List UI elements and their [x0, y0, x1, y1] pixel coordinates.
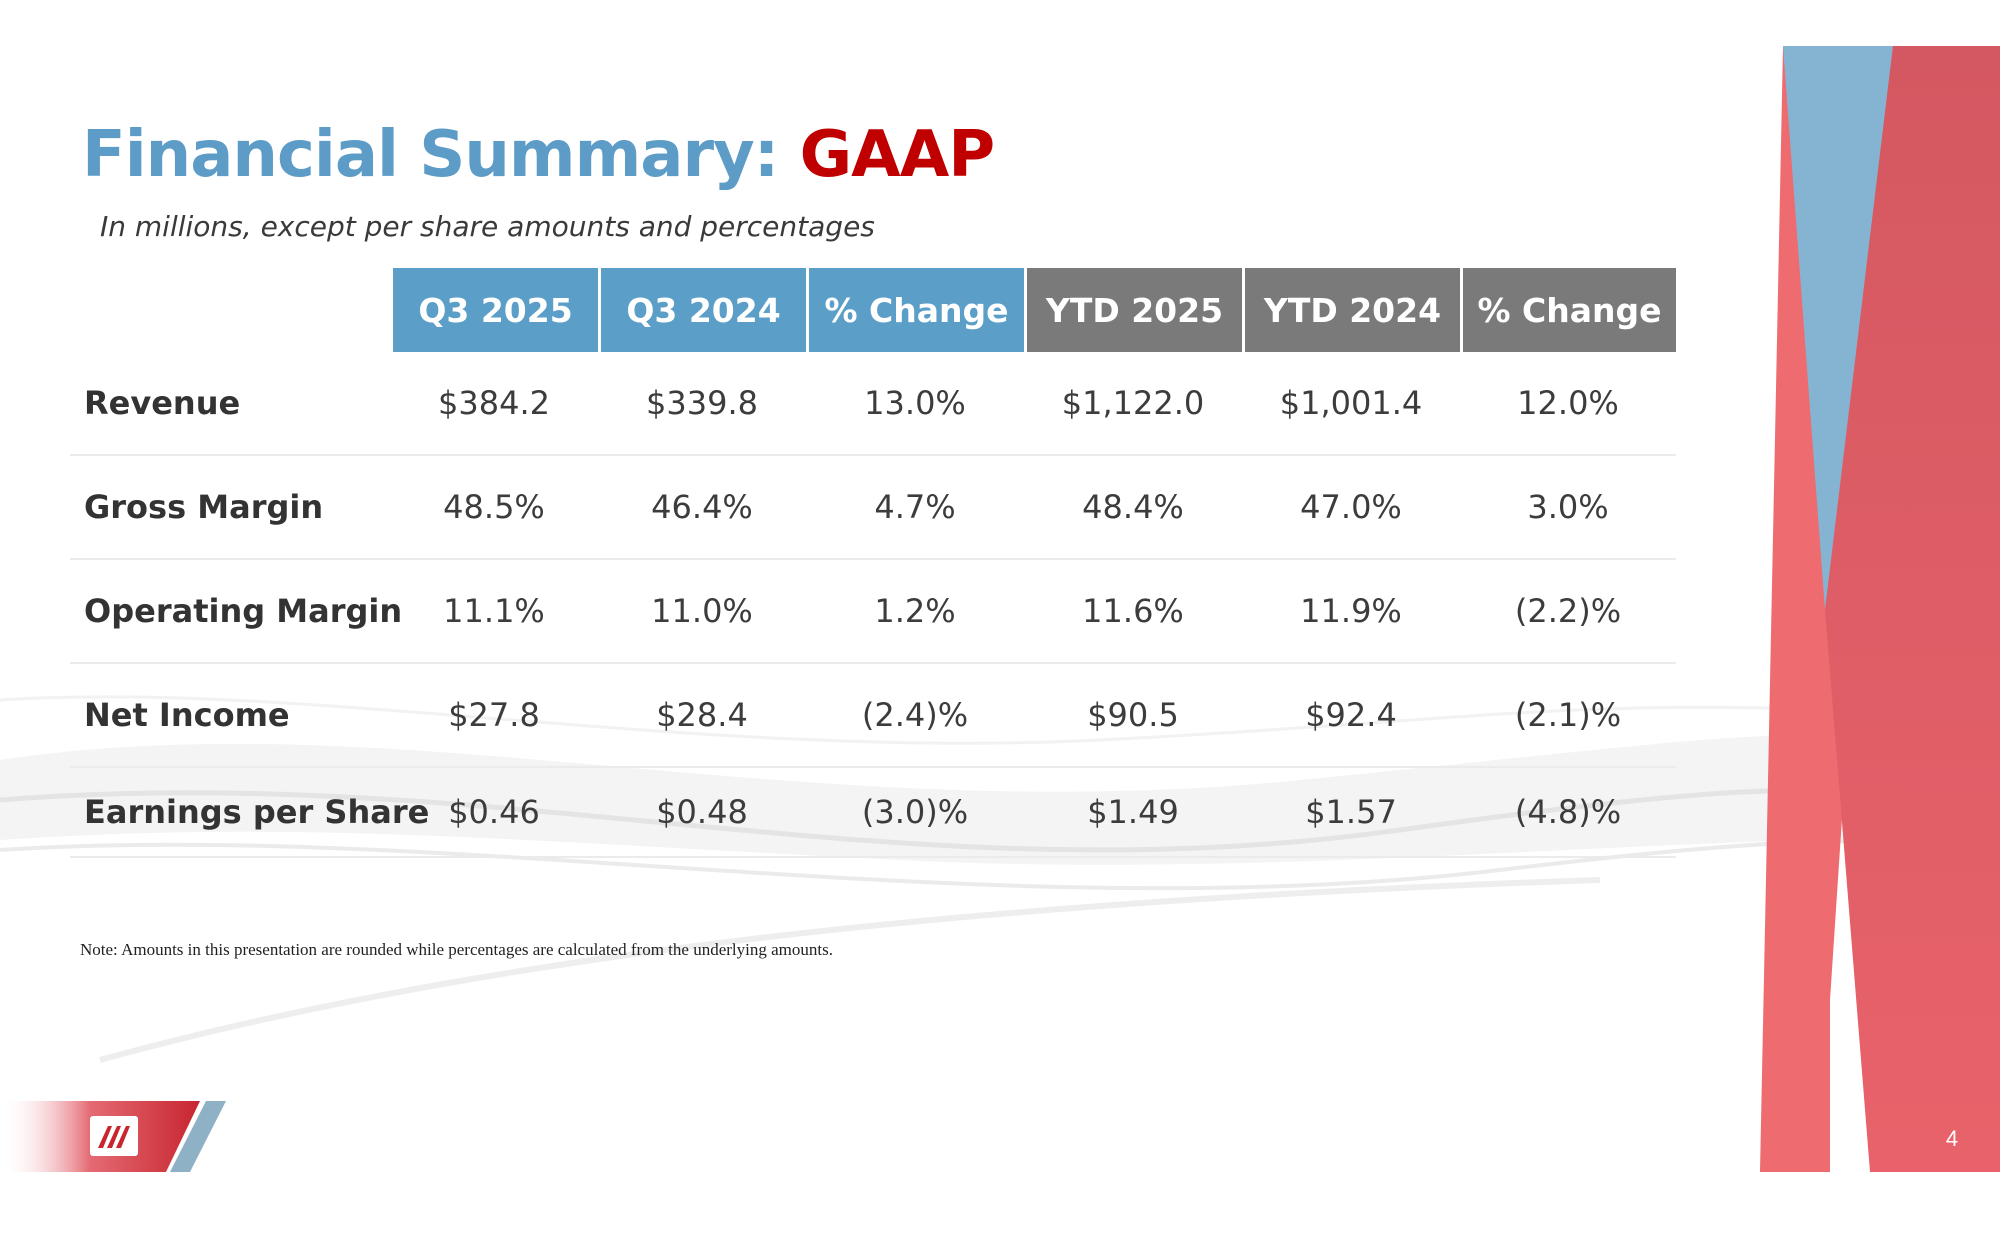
row-label: Net Income: [70, 664, 390, 768]
table-cell: 1.2%: [806, 560, 1024, 664]
table-cell: 3.0%: [1460, 456, 1676, 560]
header-ytd-2025: YTD 2025: [1024, 268, 1242, 352]
table-cell: 47.0%: [1242, 456, 1460, 560]
table-cell: (2.2)%: [1460, 560, 1676, 664]
decorative-stripes: [0, 46, 2000, 1172]
table-cell: 11.6%: [1024, 560, 1242, 664]
table-cell: 48.5%: [390, 456, 598, 560]
table-cell: $28.4: [598, 664, 806, 768]
title-main: Financial Summary:: [82, 118, 779, 192]
table-row-revenue: Revenue $384.2 $339.8 13.0% $1,122.0 $1,…: [70, 352, 1676, 456]
table-cell: 11.9%: [1242, 560, 1460, 664]
header-q3-2024: Q3 2024: [598, 268, 806, 352]
row-label: Revenue: [70, 352, 390, 456]
table-cell: 48.4%: [1024, 456, 1242, 560]
financial-summary-table: Q3 2025 Q3 2024 % Change YTD 2025 YTD 20…: [70, 268, 1676, 858]
header-q3-2025: Q3 2025: [390, 268, 598, 352]
table-row-gross-margin: Gross Margin 48.5% 46.4% 4.7% 48.4% 47.0…: [70, 456, 1676, 560]
table-cell: 4.7%: [806, 456, 1024, 560]
table-header-row: Q3 2025 Q3 2024 % Change YTD 2025 YTD 20…: [70, 268, 1676, 352]
table-cell: (3.0)%: [806, 768, 1024, 858]
subtitle: In millions, except per share amounts an…: [100, 210, 875, 243]
company-logo-icon: [90, 1116, 138, 1156]
header-ytd-2024: YTD 2024: [1242, 268, 1460, 352]
table-cell: 46.4%: [598, 456, 806, 560]
table-cell: $27.8: [390, 664, 598, 768]
table-cell: $92.4: [1242, 664, 1460, 768]
page-title: Financial Summary: GAAP: [82, 118, 995, 192]
row-label: Earnings per Share: [70, 768, 429, 858]
table-cell: $1.49: [1024, 768, 1242, 858]
header-ytd-change: % Change: [1460, 268, 1676, 352]
page-number: 4: [1945, 1126, 1959, 1151]
table-cell: $1,001.4: [1242, 352, 1460, 456]
table-cell: 11.0%: [598, 560, 806, 664]
footnote: Note: Amounts in this presentation are r…: [80, 940, 833, 959]
header-q3-change: % Change: [806, 268, 1024, 352]
table-cell: $90.5: [1024, 664, 1242, 768]
table-cell: $0.48: [598, 768, 806, 858]
table-row-eps: Earnings per Share $0.46 $0.48 (3.0)% $1…: [70, 768, 1676, 858]
table-cell: 12.0%: [1460, 352, 1676, 456]
table-cell: $384.2: [390, 352, 598, 456]
table-cell: (4.8)%: [1460, 768, 1676, 858]
slide: Financial Summary: GAAP In millions, exc…: [0, 46, 2000, 1172]
row-label: Gross Margin: [70, 456, 390, 560]
table-cell: (2.1)%: [1460, 664, 1676, 768]
table-cell: $1.57: [1242, 768, 1460, 858]
table-cell: $1,122.0: [1024, 352, 1242, 456]
table-cell: $339.8: [598, 352, 806, 456]
table-cell: 11.1%: [390, 560, 598, 664]
table-cell: 13.0%: [806, 352, 1024, 456]
table-row-net-income: Net Income $27.8 $28.4 (2.4)% $90.5 $92.…: [70, 664, 1676, 768]
table-cell: (2.4)%: [806, 664, 1024, 768]
row-label: Operating Margin: [70, 560, 402, 664]
title-accent: GAAP: [799, 118, 995, 192]
table-cell: $0.46: [390, 768, 598, 858]
table-row-operating-margin: Operating Margin 11.1% 11.0% 1.2% 11.6% …: [70, 560, 1676, 664]
